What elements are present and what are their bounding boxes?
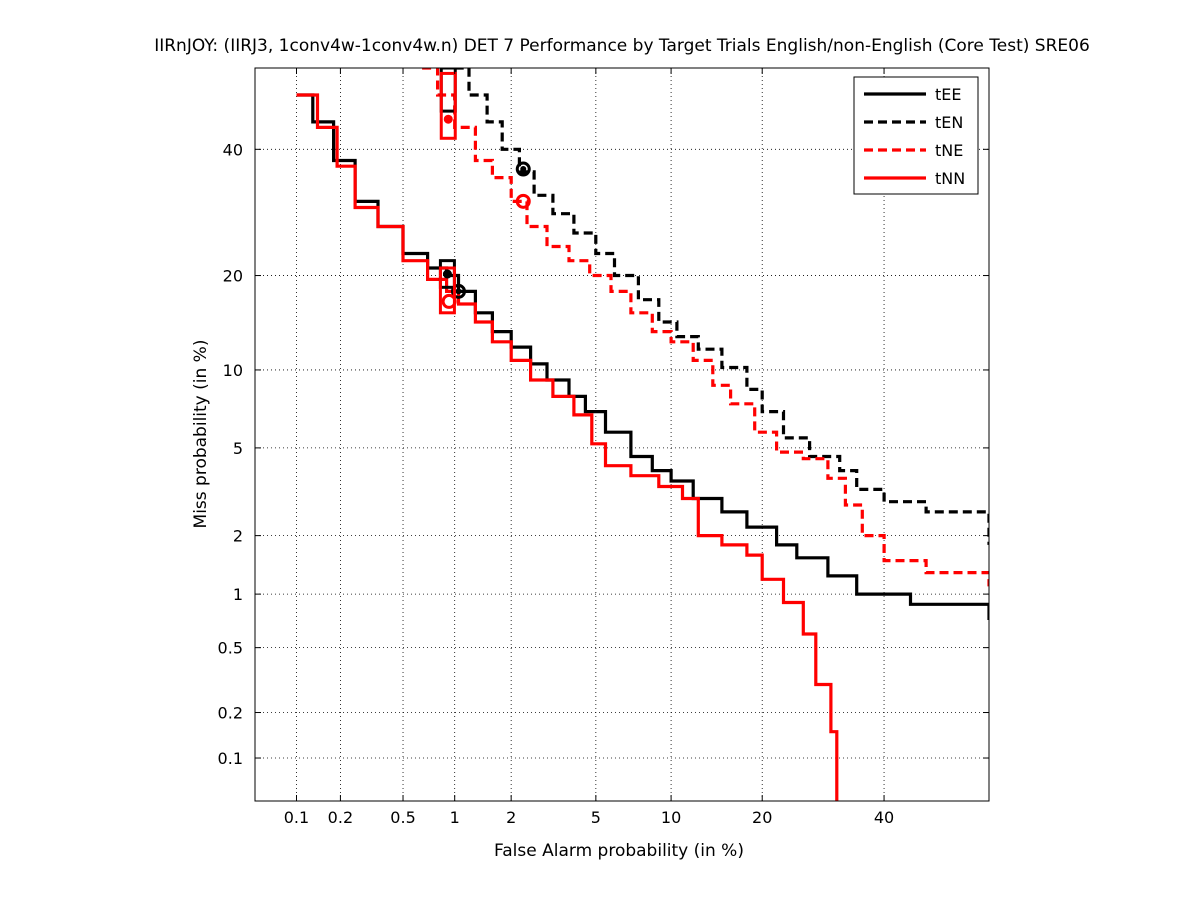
axis-ticks: 0.1 0.2 0.5 1 2 5 10 20 40 0.1 0.2 0.5 1 2 5 10 20 40 [218, 68, 989, 827]
x-tick-label: 10 [661, 808, 681, 827]
marker-tEE-actual-dot [455, 288, 462, 295]
x-tick-label: 0.5 [390, 808, 415, 827]
marker-tNN-min-box [438, 266, 456, 315]
plot-area-frame [254, 67, 990, 802]
marker-tNE-min-dot [443, 114, 453, 124]
y-tick-label: 5 [233, 439, 243, 458]
legend-label-tEE: tEE [935, 85, 962, 104]
y-tick-label: 2 [233, 527, 243, 546]
legend: tEE tEN tNE tNN [853, 76, 979, 195]
x-tick-label: 0.1 [284, 808, 309, 827]
y-tick-label: 0.1 [218, 749, 243, 768]
y-tick-label: 0.2 [218, 704, 243, 723]
series-line-tNN [296, 93, 839, 801]
x-tick-label: 2 [506, 808, 516, 827]
x-axis-label: False Alarm probability (in %) [494, 841, 744, 861]
legend-box [853, 76, 979, 195]
y-tick-label: 40 [223, 140, 243, 159]
x-tick-label: 20 [752, 808, 772, 827]
y-tick-label: 0.5 [218, 639, 243, 658]
x-tick-label: 0.2 [328, 808, 353, 827]
series-line-tNE [422, 68, 989, 587]
legend-label-tNN: tNN [935, 169, 965, 188]
x-tick-label: 5 [591, 808, 601, 827]
marker-tEN-actual [515, 161, 531, 177]
marker-tNE-actual [515, 193, 531, 209]
y-axis-label: Miss probability (in %) [191, 340, 211, 529]
y-tick-label: 1 [233, 585, 243, 604]
y-tick-label: 10 [223, 361, 243, 380]
marker-tNE-min-box [439, 71, 457, 140]
marker-tEN-actual-dot [520, 166, 527, 173]
marker-tEE-min-dot [442, 269, 452, 279]
legend-label-tNE: tNE [935, 141, 963, 160]
chart-title: IIRnJOY: (IIRJ3, 1conv4w-1conv4w.n) DET … [154, 36, 1090, 56]
marker-tEE-actual [451, 283, 467, 299]
legend-label-tEN: tEN [935, 113, 963, 132]
x-tick-label: 40 [874, 808, 894, 827]
y-tick-label: 20 [223, 267, 243, 286]
x-tick-label: 1 [450, 808, 460, 827]
operating-point-markers [438, 68, 531, 315]
